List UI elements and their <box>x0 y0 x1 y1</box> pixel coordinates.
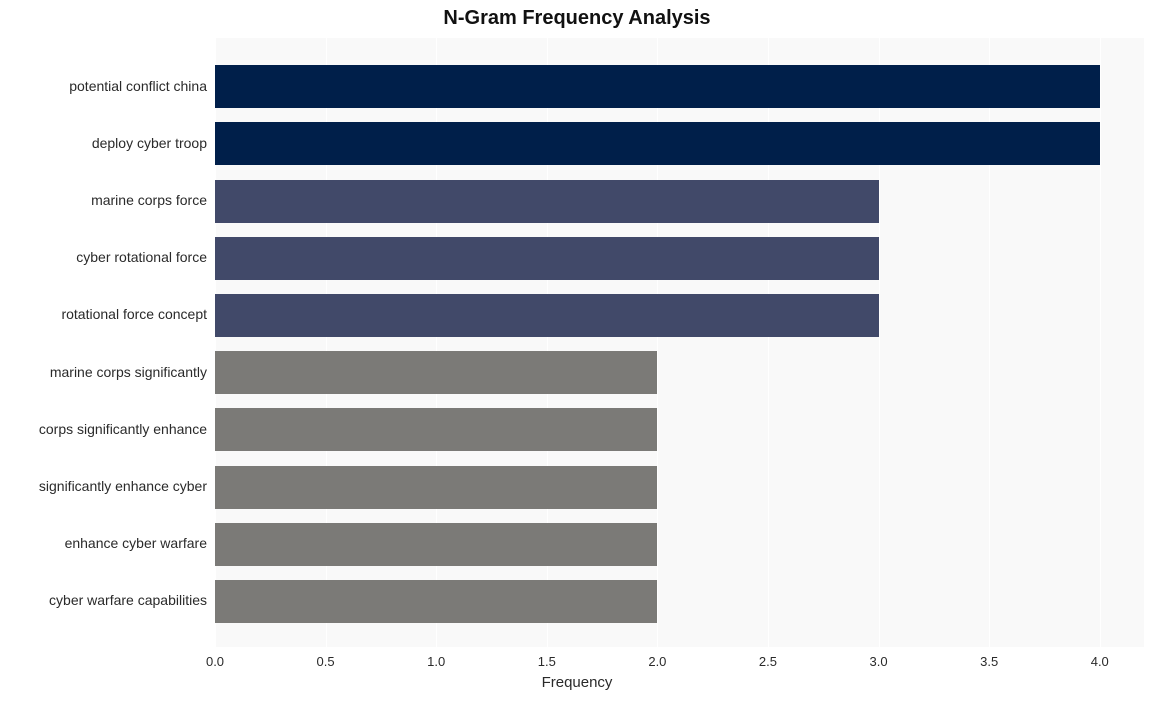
y-tick-label: corps significantly enhance <box>39 421 207 437</box>
x-tick-label: 2.0 <box>648 654 666 669</box>
plot-area <box>215 38 1144 650</box>
y-tick-label: marine corps force <box>91 192 207 208</box>
y-tick-label: rotational force concept <box>61 306 207 322</box>
bar <box>215 351 657 394</box>
bar <box>215 523 657 566</box>
x-gridline <box>1100 38 1101 650</box>
y-tick-label: significantly enhance cyber <box>39 478 207 494</box>
y-tick-label: marine corps significantly <box>50 364 207 380</box>
bar <box>215 122 1100 165</box>
bar <box>215 65 1100 108</box>
x-tick-label: 3.0 <box>870 654 888 669</box>
bar <box>215 294 879 337</box>
y-tick-label: potential conflict china <box>69 78 207 94</box>
bar <box>215 237 879 280</box>
y-tick-label: deploy cyber troop <box>92 135 207 151</box>
x-tick-label: 2.5 <box>759 654 777 669</box>
y-tick-label: enhance cyber warfare <box>65 535 207 551</box>
ngram-chart: N-Gram Frequency Analysis Frequency pote… <box>0 0 1154 701</box>
y-tick-label: cyber warfare capabilities <box>49 592 207 608</box>
x-tick-label: 4.0 <box>1091 654 1109 669</box>
x-tick-label: 3.5 <box>980 654 998 669</box>
bar <box>215 580 657 623</box>
bar <box>215 466 657 509</box>
x-tick-label: 0.5 <box>317 654 335 669</box>
bar <box>215 408 657 451</box>
chart-title: N-Gram Frequency Analysis <box>0 7 1154 30</box>
x-tick-label: 1.5 <box>538 654 556 669</box>
x-tick-label: 1.0 <box>427 654 445 669</box>
x-axis-title: Frequency <box>0 674 1154 691</box>
x-tick-label: 0.0 <box>206 654 224 669</box>
bar <box>215 180 879 223</box>
y-tick-label: cyber rotational force <box>76 249 207 265</box>
